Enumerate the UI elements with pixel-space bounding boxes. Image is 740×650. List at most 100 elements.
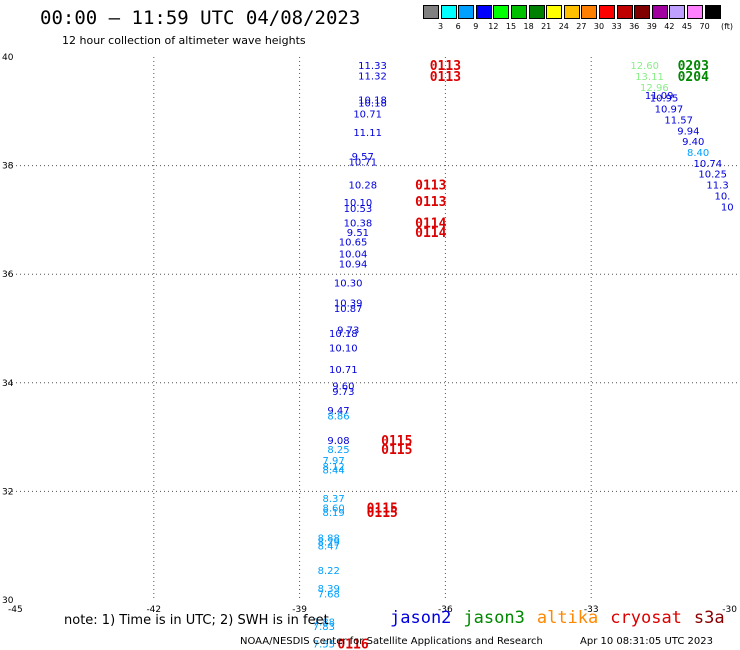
legend-swatch — [669, 5, 686, 19]
swh-value: 10.94 — [339, 259, 368, 270]
legend-swatch — [599, 5, 615, 19]
swh-value: 10.74 — [694, 159, 723, 170]
legend-swatch — [528, 5, 545, 19]
swh-value: 11.3 — [706, 181, 728, 192]
timestamp: Apr 10 08:31:05 UTC 2023 — [580, 636, 713, 647]
legend-label: 70 — [699, 22, 710, 31]
swh-value: 9.73 — [332, 387, 354, 398]
pass-label: 0113 — [415, 195, 446, 210]
page-subtitle: 12 hour collection of altimeter wave hei… — [62, 34, 306, 47]
pass-label: 0113 — [430, 70, 461, 85]
swh-value: 10.10 — [344, 198, 373, 209]
swh-value: 7.97 — [322, 456, 344, 467]
swh-value: 10.87 — [334, 304, 363, 315]
swh-value: 11.09 — [645, 91, 674, 102]
swh-value: 10.18 — [329, 329, 358, 340]
legend-swatch — [546, 5, 563, 19]
legend-swatch — [634, 5, 651, 19]
swh-value: 10.28 — [348, 181, 377, 192]
swh-value: 10.10 — [329, 344, 358, 355]
pass-label: 0115 — [381, 443, 412, 458]
swh-value: 8.29 — [318, 537, 340, 548]
legend-label: 39 — [646, 22, 657, 31]
y-tick-label: 40 — [2, 53, 14, 63]
swh-value: 8.60 — [322, 504, 344, 515]
swh-value: 9.60 — [332, 382, 354, 393]
swh-value: 12.60 — [630, 61, 659, 72]
x-tick-label: -42 — [146, 605, 161, 615]
swh-value: 8.12 — [322, 462, 344, 473]
pass-label: 0114 — [415, 226, 446, 241]
swh-value: 8.88 — [318, 534, 340, 545]
swh-value: 8.37 — [322, 494, 344, 505]
swh-value: 10.38 — [344, 219, 373, 230]
swh-value: 8.19 — [322, 508, 344, 519]
y-tick-label: 30 — [2, 596, 14, 606]
y-tick-label: 34 — [2, 379, 14, 389]
pass-label: 0116 — [337, 637, 368, 650]
swh-value: 10.65 — [339, 238, 368, 249]
swh-value: 7.83 — [313, 622, 335, 633]
legend-label: 24 — [558, 22, 569, 31]
legend-label: 18 — [523, 22, 534, 31]
swh-value: 9.40 — [682, 137, 704, 148]
swh-value: 8.44 — [322, 466, 344, 477]
y-tick-label: 32 — [2, 487, 13, 497]
swh-value: 9.47 — [327, 406, 349, 417]
swh-value: 10.30 — [334, 278, 363, 289]
x-tick-label: -33 — [584, 605, 599, 615]
legend-swatch — [704, 5, 721, 19]
y-tick-label: 38 — [2, 162, 14, 172]
legend-swatch — [440, 5, 457, 19]
legend-swatch — [616, 5, 633, 19]
x-tick-label: -36 — [438, 605, 453, 615]
legend-label: 3 — [438, 22, 444, 31]
legend-swatch — [475, 5, 492, 19]
swh-value: 10.39 — [334, 298, 363, 309]
mission-jason3: jason3 — [463, 608, 525, 628]
legend-swatch — [581, 5, 598, 19]
legend-label: 15 — [505, 22, 517, 31]
legend-label: 30 — [593, 22, 605, 31]
x-tick-label: -30 — [722, 605, 737, 615]
swh-value: 10.25 — [698, 170, 727, 181]
mission-s3a: s3a — [693, 608, 725, 628]
swh-value: 8.25 — [327, 445, 349, 456]
y-tick-label: 36 — [2, 270, 14, 280]
x-tick-label: -45 — [8, 605, 23, 615]
mission-cryosat: cryosat — [610, 608, 682, 628]
swh-value: 10.18 — [358, 99, 387, 110]
pass-label: 0203 — [678, 59, 709, 74]
footnote: note: 1) Time is in UTC; 2) SWH is in fe… — [64, 613, 329, 628]
swh-value: 10.18 — [358, 95, 387, 106]
swh-value: 8.40 — [687, 148, 709, 159]
swh-value: 9.57 — [352, 152, 374, 163]
swh-value: 8.39 — [318, 584, 340, 595]
swh-value: 10.04 — [339, 250, 368, 261]
mission-altika: altika — [536, 608, 599, 628]
swh-value: 8.22 — [318, 566, 340, 577]
legend-swatch — [493, 5, 510, 19]
pass-label: 0113 — [415, 179, 446, 194]
swh-value: 10.71 — [348, 157, 377, 168]
swh-value: 9.08 — [327, 436, 349, 447]
pass-label: 0113 — [430, 59, 461, 74]
swh-value: 10.71 — [353, 109, 382, 120]
legend-swatch — [423, 5, 439, 19]
legend-swatch — [651, 5, 668, 19]
legend-label: 6 — [455, 22, 461, 31]
swh-value: 7.55 — [313, 639, 335, 650]
swh-value: 10 — [721, 202, 734, 213]
swh-value: 11.11 — [353, 128, 382, 139]
swh-value: 11.57 — [664, 115, 693, 126]
pass-label: 0115 — [367, 502, 398, 517]
page-title: 00:00 – 11:59 UTC 04/08/2023 — [40, 7, 361, 29]
legend-label: 12 — [488, 22, 499, 31]
legend-label: 36 — [629, 22, 640, 31]
swh-value: 11.32 — [358, 71, 387, 82]
legend-swatch — [563, 5, 580, 19]
legend-swatch — [687, 5, 703, 19]
legend-swatch — [458, 5, 475, 19]
legend-label: 45 — [681, 22, 693, 31]
legend-label: 42 — [664, 22, 675, 31]
